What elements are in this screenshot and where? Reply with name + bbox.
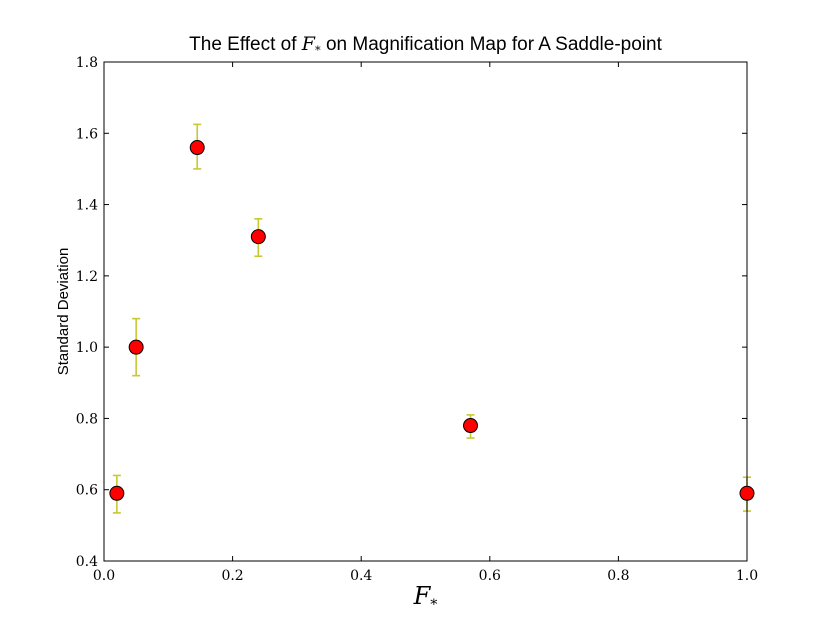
y-tick-label: 1.6 bbox=[76, 126, 98, 142]
plot-frame bbox=[103, 61, 748, 562]
x-axis-label-subscript: * bbox=[430, 597, 437, 613]
x-tick-label: 0.2 bbox=[221, 568, 243, 584]
data-point bbox=[463, 418, 479, 434]
data-point bbox=[739, 485, 755, 501]
y-tick-label: 1.4 bbox=[76, 198, 98, 214]
y-tick-label: 1.8 bbox=[76, 55, 98, 71]
x-tick-label: 1.0 bbox=[736, 568, 758, 584]
title-subscript: * bbox=[315, 43, 321, 57]
data-point bbox=[128, 339, 144, 355]
data-point bbox=[109, 485, 125, 501]
y-tick-label: 0.6 bbox=[76, 483, 98, 499]
x-axis-label: F* bbox=[413, 582, 438, 613]
y-axis-label: Standard Deviation bbox=[55, 248, 72, 376]
x-axis-label-symbol: F bbox=[413, 582, 432, 610]
data-point bbox=[250, 229, 266, 245]
x-tick-label: 0.8 bbox=[607, 568, 629, 584]
x-tick-label: 0.0 bbox=[93, 568, 115, 584]
y-tick-label: 0.4 bbox=[76, 554, 98, 570]
title-prefix: The Effect of bbox=[189, 34, 302, 55]
data-point bbox=[189, 140, 205, 156]
y-tick-label: 1.0 bbox=[76, 340, 98, 356]
x-tick-label: 0.6 bbox=[479, 568, 501, 584]
title-suffix: on Magnification Map for A Saddle-point bbox=[321, 34, 663, 55]
y-tick-label: 1.2 bbox=[76, 269, 98, 285]
x-tick-label: 0.4 bbox=[350, 568, 372, 584]
chart-title: The Effect of F* on Magnification Map fo… bbox=[189, 33, 662, 57]
y-tick-label: 0.8 bbox=[76, 411, 98, 427]
title-symbol: F bbox=[301, 33, 316, 55]
